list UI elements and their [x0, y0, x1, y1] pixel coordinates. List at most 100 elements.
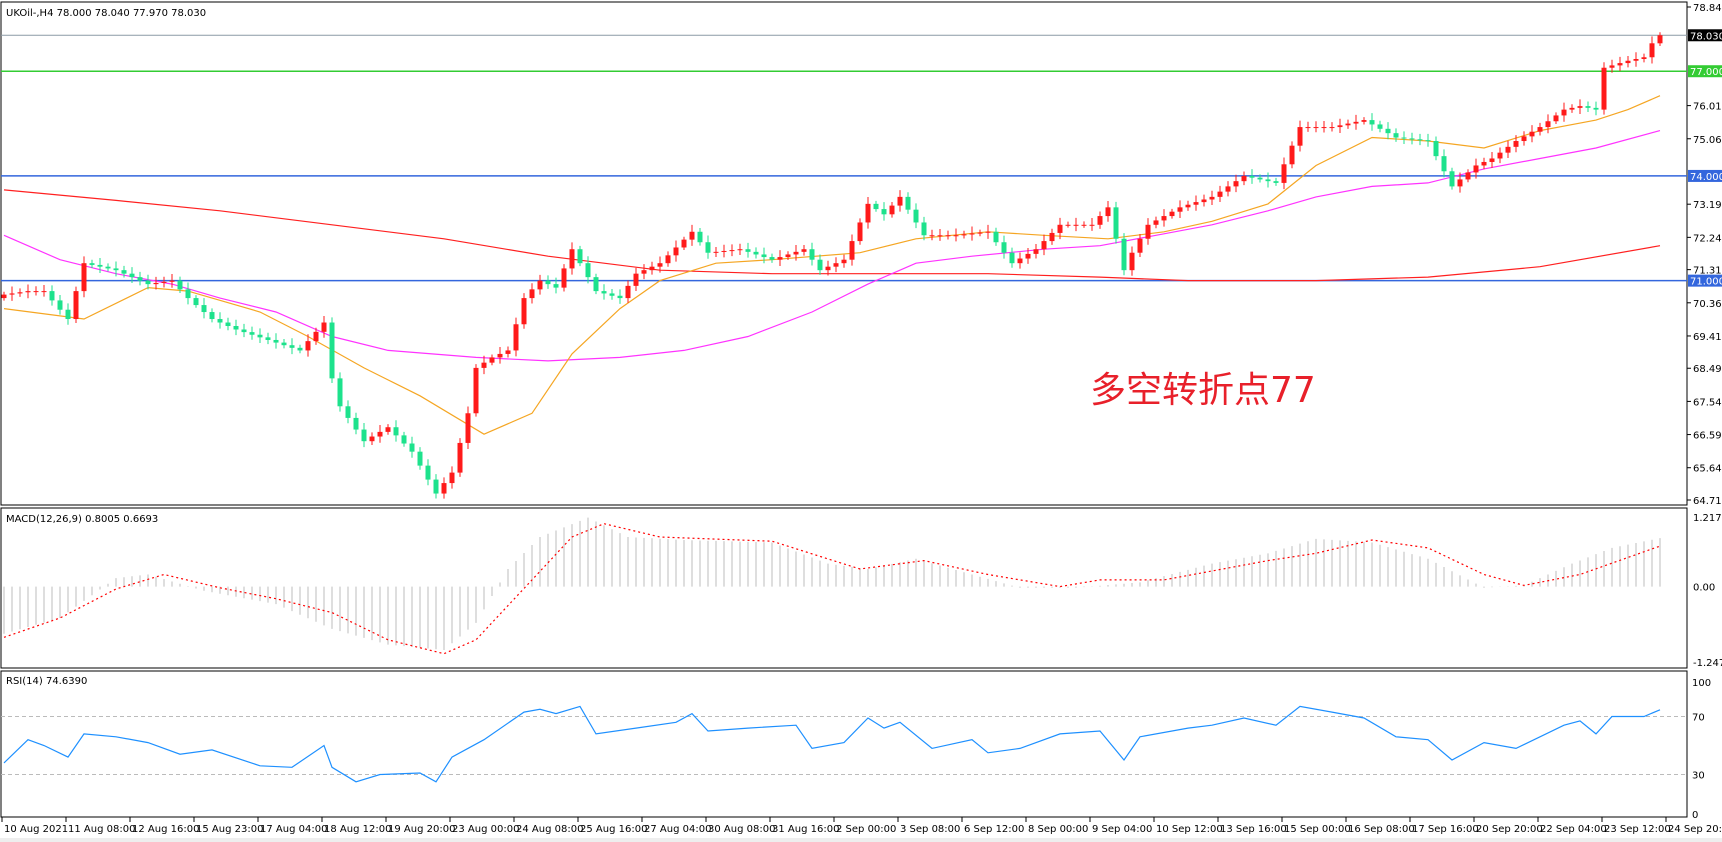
candle-body: [1297, 127, 1303, 146]
candle-body: [713, 251, 719, 253]
time-tick-label: 20 Sep 20:00: [1476, 824, 1543, 835]
candle-body: [1585, 106, 1591, 108]
rsi-tick-label: 70: [1692, 713, 1705, 724]
price-tick-label: 76.015: [1693, 102, 1722, 113]
rsi-tick-label: 30: [1692, 771, 1705, 782]
candle-body: [993, 231, 999, 243]
candle-body: [865, 203, 871, 223]
bottom-strip: [0, 838, 1722, 842]
candle-body: [33, 291, 39, 293]
price-tick-label: 64.715: [1693, 496, 1722, 507]
candle-body: [1049, 232, 1055, 242]
candle-body: [657, 263, 663, 267]
candle-body: [1081, 224, 1087, 226]
price-tick-label: 73.190: [1693, 200, 1722, 211]
candle-body: [433, 479, 439, 494]
candle-body: [1649, 43, 1655, 58]
candle-body: [921, 222, 927, 236]
candle-body: [89, 263, 95, 265]
candle-body: [1121, 238, 1127, 271]
price-tick-label: 67.540: [1693, 397, 1722, 408]
ma-mid-line: [3, 130, 1661, 362]
candle-body: [1097, 216, 1103, 225]
candle-body: [417, 451, 423, 466]
candle-body: [1209, 196, 1215, 200]
candle-body: [1153, 220, 1159, 225]
horizontal-levels: [1, 34, 1687, 282]
candle-body: [969, 233, 975, 235]
candle-body: [1313, 127, 1319, 129]
candle-body: [1553, 115, 1559, 122]
axes: 78.030 77.000 74.000 71.000 78.840 76.015 75.0…: [1, 3, 1722, 835]
candle-body: [41, 291, 47, 293]
candle-body: [681, 239, 687, 248]
macd-signal-line: [3, 523, 1661, 655]
candle-body: [1489, 158, 1495, 162]
macd-pane[interactable]: [0, 507, 1688, 669]
candle-body: [377, 431, 383, 437]
time-tick-label: 23 Sep 12:00: [1604, 824, 1671, 835]
candle-body: [1161, 216, 1167, 221]
candle-body: [321, 322, 327, 332]
candle-body: [121, 270, 127, 274]
candle-body: [649, 266, 655, 271]
candle-body: [1425, 140, 1431, 142]
candle-body: [1225, 186, 1231, 192]
candle-body: [1265, 179, 1271, 182]
candle-body: [1017, 258, 1023, 264]
candle-body: [705, 242, 711, 253]
candle-body: [1433, 141, 1439, 157]
time-tick-label: 25 Aug 16:00: [580, 824, 647, 835]
rsi-tick-label: 100: [1692, 678, 1711, 689]
time-tick-label: 2 Sep 00:00: [836, 824, 896, 835]
candle-body: [1257, 177, 1263, 180]
candle-body: [673, 247, 679, 256]
candle-body: [1537, 127, 1543, 132]
candle-body: [353, 417, 359, 430]
rsi-pane[interactable]: [0, 670, 1688, 818]
price-tick-label: 75.065: [1693, 135, 1722, 146]
candle-body: [809, 249, 815, 260]
candle-body: [337, 378, 343, 407]
price-tick-label: 66.590: [1693, 431, 1722, 442]
symbol-header[interactable]: UKOil-,H4 78.000 78.040 77.970 78.030: [6, 8, 206, 19]
time-tick-label: 24 Aug 08:00: [516, 824, 583, 835]
main-pane[interactable]: [0, 1, 1688, 506]
candle-body: [961, 234, 967, 236]
candle-body: [521, 298, 527, 325]
candle-body: [393, 427, 399, 436]
candle-body: [1457, 179, 1463, 187]
candle-body: [9, 293, 15, 295]
candle-body: [1233, 181, 1239, 187]
time-tick-label: 17 Aug 04:00: [260, 824, 327, 835]
candle-body: [1073, 224, 1079, 226]
candle-body: [1601, 67, 1607, 110]
candle-body: [841, 259, 847, 264]
candle-body: [25, 291, 31, 293]
candle-body: [1569, 107, 1575, 110]
candle-body: [617, 295, 623, 299]
time-tick-label: 8 Sep 00:00: [1028, 824, 1088, 835]
candle-body: [1113, 207, 1119, 239]
candle-body: [505, 350, 511, 354]
candle-body: [1497, 152, 1503, 159]
candle-body: [817, 259, 823, 271]
candle-body: [745, 249, 751, 252]
candle-body: [217, 319, 223, 323]
time-tick-label: 22 Sep 04:00: [1540, 824, 1607, 835]
macd-title: MACD(12,26,9) 0.8005 0.6693: [6, 514, 158, 525]
time-tick-label: 27 Aug 04:00: [644, 824, 711, 835]
candle-body: [385, 427, 391, 432]
time-tick-label: 30 Aug 08:00: [708, 824, 775, 835]
candle-body: [65, 309, 71, 320]
candle-body: [265, 337, 271, 340]
level-label-bg: [1688, 274, 1722, 287]
candle-body: [833, 263, 839, 267]
candle-body: [1041, 241, 1047, 250]
candle-body: [297, 347, 303, 351]
price-tick-label: 78.840: [1693, 3, 1722, 14]
candle-body: [785, 254, 791, 258]
candle-body: [1193, 202, 1199, 205]
